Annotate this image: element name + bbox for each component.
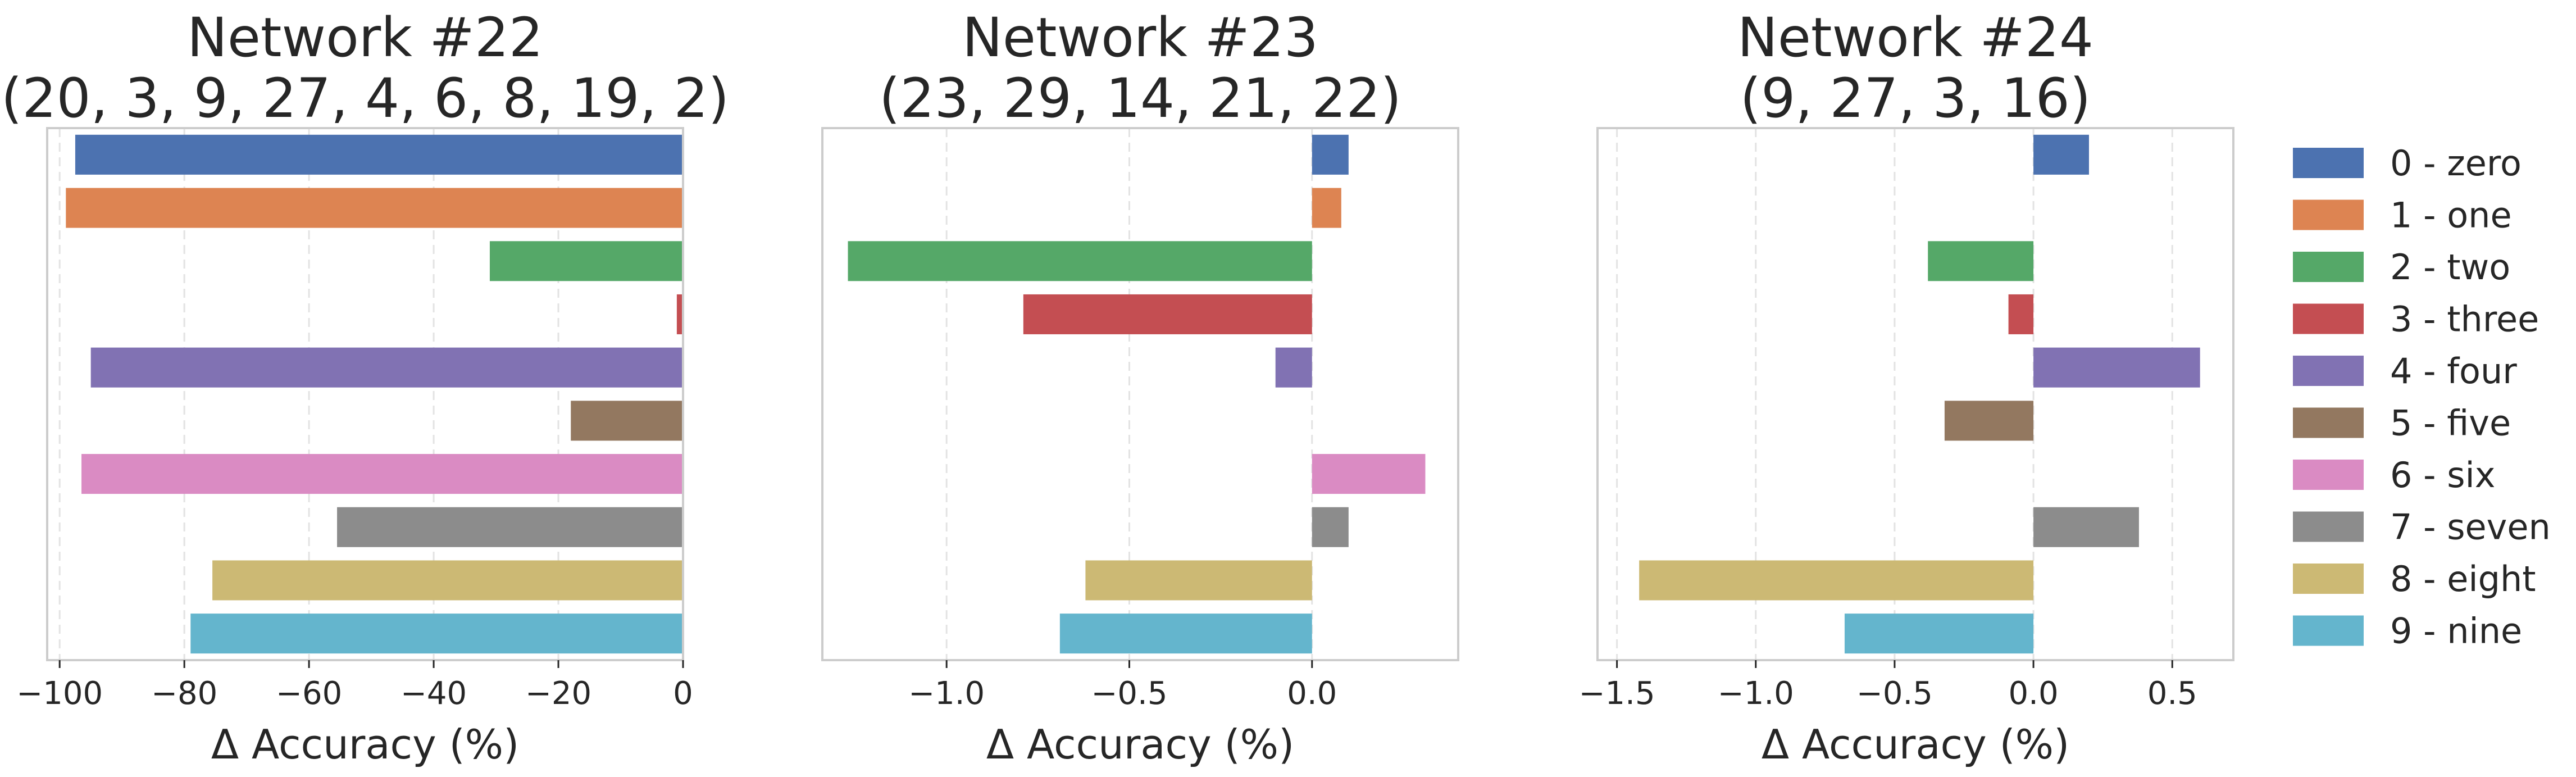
bar-1-one	[66, 188, 684, 228]
bar-2-two	[848, 241, 1312, 281]
legend-item: 0 - zero	[2293, 143, 2522, 184]
bar-4-four	[90, 347, 683, 388]
x-tick-label: −60	[276, 675, 342, 712]
x-tick-label: 0.5	[2147, 675, 2197, 712]
legend-item: 9 - nine	[2293, 611, 2522, 652]
x-tick-label: −1.5	[1579, 675, 1655, 712]
x-tick-label: −1.0	[1718, 675, 1794, 712]
bar-4-four	[1275, 347, 1312, 388]
legend-swatch	[2293, 511, 2364, 542]
chart-subtitle: (23, 29, 14, 21, 22)	[879, 67, 1401, 130]
chart-subtitle: (9, 27, 3, 16)	[1740, 67, 2091, 130]
bar-8-eight	[1085, 560, 1312, 601]
legend-swatch	[2293, 356, 2364, 386]
legend-swatch	[2293, 252, 2364, 282]
plot-frame	[1596, 127, 2234, 661]
bar-0-zero	[1312, 134, 1349, 175]
bar-9-nine	[1844, 614, 2034, 654]
legend-label: 0 - zero	[2390, 143, 2522, 184]
chart-subtitle: (20, 3, 9, 27, 4, 6, 8, 19, 2)	[1, 67, 729, 130]
bar-0-zero	[2033, 134, 2089, 175]
bar-2-two	[489, 241, 683, 281]
legend-label: 8 - eight	[2390, 558, 2536, 599]
bar-3-three	[676, 294, 683, 334]
bar-7-seven	[2033, 507, 2139, 547]
legend-swatch	[2293, 199, 2364, 230]
x-axis-label: Δ Accuracy (%)	[986, 721, 1294, 768]
bar-8-eight	[1639, 560, 2034, 601]
x-tick-label: −0.5	[1091, 675, 1167, 712]
chart-panel-0: −100 −80 −60 −40 −20 0 Δ Accuracy (%) Network #…	[1, 6, 729, 768]
x-tick-label: −40	[400, 675, 467, 712]
x-tick-label: −1.0	[908, 675, 985, 712]
x-axis-label: Δ Accuracy (%)	[1762, 721, 2069, 768]
bar-6-six	[81, 454, 684, 494]
plot-frame	[821, 127, 1459, 661]
chart-title: Network #24	[1737, 6, 2093, 69]
bar-5-five	[571, 401, 683, 441]
legend-item: 8 - eight	[2293, 558, 2536, 599]
chart-title: Network #23	[962, 6, 1318, 69]
legend-item: 6 - six	[2293, 455, 2495, 496]
x-tick-label: 0	[673, 675, 693, 712]
legend-label: 1 - one	[2390, 195, 2512, 236]
legend-item: 3 - three	[2293, 299, 2539, 340]
legend-label: 3 - three	[2390, 299, 2539, 340]
legend-label: 4 - four	[2390, 351, 2517, 392]
x-axis-label: Δ Accuracy (%)	[211, 721, 519, 768]
plot-frame	[46, 127, 684, 661]
legend-label: 7 - seven	[2390, 507, 2551, 548]
legend-item: 7 - seven	[2293, 507, 2551, 548]
legend-swatch	[2293, 615, 2364, 646]
legend-swatch	[2293, 564, 2364, 594]
legend: 0 - zero 1 - one 2 - two 3 - three 4 - four 5…	[2293, 143, 2551, 652]
bar-3-three	[1023, 294, 1312, 334]
x-tick-label: −80	[151, 675, 217, 712]
bar-5-five	[1944, 401, 2034, 441]
x-tick-label: −100	[16, 675, 103, 712]
legend-label: 9 - nine	[2390, 611, 2522, 652]
legend-label: 5 - five	[2390, 403, 2511, 444]
bar-9-nine	[190, 614, 684, 654]
bar-1-one	[1312, 188, 1341, 228]
legend-item: 2 - two	[2293, 247, 2510, 288]
bar-4-four	[2033, 347, 2200, 388]
bar-2-two	[1928, 241, 2034, 281]
bar-3-three	[2008, 294, 2034, 334]
chart-panel-1: −1.0 −0.5 0.0 Δ Accuracy (%) Network #23(23,…	[821, 6, 1459, 768]
bar-6-six	[1312, 454, 1426, 494]
legend-item: 5 - five	[2293, 403, 2511, 444]
x-tick-label: −0.5	[1856, 675, 1933, 712]
legend-swatch	[2293, 303, 2364, 334]
bar-7-seven	[1312, 507, 1349, 547]
bar-7-seven	[337, 507, 683, 547]
bar-9-nine	[1059, 614, 1312, 654]
chart-title: Network #22	[187, 6, 543, 69]
x-tick-label: −20	[525, 675, 591, 712]
bar-0-zero	[75, 134, 684, 175]
x-tick-label: 0.0	[2009, 675, 2059, 712]
legend-swatch	[2293, 148, 2364, 178]
legend-item: 1 - one	[2293, 195, 2512, 236]
legend-label: 2 - two	[2390, 247, 2510, 288]
legend-swatch	[2293, 407, 2364, 438]
legend-swatch	[2293, 460, 2364, 490]
x-tick-label: 0.0	[1287, 675, 1337, 712]
bar-8-eight	[212, 560, 684, 601]
legend-item: 4 - four	[2293, 351, 2517, 392]
legend-label: 6 - six	[2390, 455, 2495, 496]
chart-panel-2: −1.5 −1.0 −0.5 0.0 0.5 Δ Accuracy (%) Network …	[1579, 6, 2234, 768]
